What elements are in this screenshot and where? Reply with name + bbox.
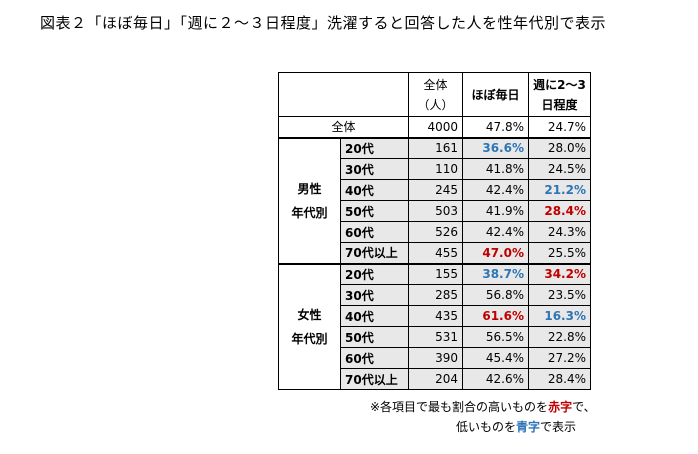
daily-cell: 42.6% xyxy=(462,368,529,390)
header-blank-cell xyxy=(278,72,409,117)
daily-cell: 61.6% xyxy=(462,305,529,327)
daily-cell: 42.4% xyxy=(462,179,529,201)
table-row: 30代 110 41.8% 24.5% xyxy=(279,158,591,180)
daily-cell: 38.7% xyxy=(462,262,529,285)
weekly-cell: 27.2% xyxy=(528,347,591,369)
header-row: 全体 （人） ほぼ毎日 週に2～3 日程度 xyxy=(278,72,591,117)
weekly-cell: 24.5% xyxy=(528,158,591,180)
table-row: 50代 531 56.5% 22.8% xyxy=(279,326,591,348)
weekly-cell: 16.3% xyxy=(528,305,591,327)
age-cell: 70代以上 xyxy=(340,368,409,390)
weekly-cell: 24.3% xyxy=(528,221,591,243)
age-cell: 40代 xyxy=(340,179,409,201)
weekly-cell: 28.4% xyxy=(528,200,591,222)
header-weekly-cell: 週に2～3 日程度 xyxy=(528,72,591,117)
n-cell: 503 xyxy=(408,200,463,222)
daily-cell: 45.4% xyxy=(462,347,529,369)
overall-daily: 47.8% xyxy=(462,116,529,138)
daily-cell: 41.8% xyxy=(462,158,529,180)
male-group-label: 男性 年代別 xyxy=(278,136,341,264)
daily-cell: 41.9% xyxy=(462,200,529,222)
note-blue-word: 青字 xyxy=(516,420,541,434)
header-total-label: 全体 xyxy=(423,77,448,92)
n-cell: 455 xyxy=(408,242,463,264)
page-title: 図表２「ほぼ毎日」「週に２～３日程度」洗濯すると回答した人を性年代別で表示 xyxy=(40,14,607,32)
table-row: 30代 285 56.8% 23.5% xyxy=(279,284,591,306)
age-cell: 20代 xyxy=(340,136,409,159)
header-weekly-line2: 日程度 xyxy=(541,97,578,112)
note-red-word: 赤字 xyxy=(548,400,573,414)
overall-label: 全体 xyxy=(278,116,409,138)
results-table: 全体 （人） ほぼ毎日 週に2～3 日程度 全体 4000 47.8% 24.7… xyxy=(278,72,591,390)
overall-row: 全体 4000 47.8% 24.7% xyxy=(278,116,591,138)
age-cell: 30代 xyxy=(340,158,409,180)
table-row: 男性 年代別 20代 161 36.6% 28.0% xyxy=(278,136,591,264)
age-cell: 20代 xyxy=(340,262,409,285)
header-total-unit: （人） xyxy=(417,97,454,112)
table-row: 60代 526 42.4% 24.3% xyxy=(279,221,591,243)
weekly-cell: 21.2% xyxy=(528,179,591,201)
table-row: 女性 年代別 20代 155 38.7% 34.2% xyxy=(278,262,591,390)
n-cell: 531 xyxy=(408,326,463,348)
daily-cell: 56.8% xyxy=(462,284,529,306)
female-label-line1: 女性 xyxy=(297,307,322,322)
age-cell: 50代 xyxy=(340,200,409,222)
daily-cell: 36.6% xyxy=(462,136,529,159)
female-label-line2: 年代別 xyxy=(291,331,328,346)
n-cell: 245 xyxy=(408,179,463,201)
note-line-1: ※各項目で最も割合の高いものを赤字で、 xyxy=(370,398,596,415)
daily-cell: 56.5% xyxy=(462,326,529,348)
age-cell: 40代 xyxy=(340,305,409,327)
weekly-cell: 23.5% xyxy=(528,284,591,306)
male-label-line1: 男性 xyxy=(297,181,322,196)
overall-n: 4000 xyxy=(408,116,463,138)
n-cell: 526 xyxy=(408,221,463,243)
table-row: 70代以上 455 47.0% 25.5% xyxy=(279,242,591,264)
weekly-cell: 22.8% xyxy=(528,326,591,348)
age-cell: 30代 xyxy=(340,284,409,306)
n-cell: 110 xyxy=(408,158,463,180)
table-row: 40代 435 61.6% 16.3% xyxy=(279,305,591,327)
n-cell: 390 xyxy=(408,347,463,369)
n-cell: 161 xyxy=(408,136,463,159)
header-daily: ほぼ毎日 xyxy=(462,72,529,117)
n-cell: 435 xyxy=(408,305,463,327)
overall-weekly: 24.7% xyxy=(528,116,591,138)
note-line1-prefix: ※各項目で最も割合の高いものを xyxy=(370,400,549,414)
note-line1-suffix: で、 xyxy=(572,400,596,414)
age-cell: 70代以上 xyxy=(340,242,409,264)
table-row: 70代以上 204 42.6% 28.4% xyxy=(279,368,591,390)
table-row: 50代 503 41.9% 28.4% xyxy=(279,200,591,222)
age-cell: 50代 xyxy=(340,326,409,348)
age-cell: 60代 xyxy=(340,347,409,369)
header-total-cell: 全体 （人） xyxy=(408,72,463,117)
note-line2-prefix: 低いものを xyxy=(456,420,517,434)
note-line2-suffix: で表示 xyxy=(540,420,577,434)
daily-cell: 47.0% xyxy=(462,242,529,264)
weekly-cell: 28.0% xyxy=(528,136,591,159)
weekly-cell: 28.4% xyxy=(528,368,591,390)
daily-cell: 42.4% xyxy=(462,221,529,243)
n-cell: 204 xyxy=(408,368,463,390)
male-label-line2: 年代別 xyxy=(291,205,328,220)
weekly-cell: 34.2% xyxy=(528,262,591,285)
weekly-cell: 25.5% xyxy=(528,242,591,264)
age-cell: 60代 xyxy=(340,221,409,243)
note-line-2: 低いものを青字で表示 xyxy=(456,418,576,435)
n-cell: 285 xyxy=(408,284,463,306)
female-group-label: 女性 年代別 xyxy=(278,262,341,390)
n-cell: 155 xyxy=(408,262,463,285)
table-row: 60代 390 45.4% 27.2% xyxy=(279,347,591,369)
header-weekly-line1: 週に2～3 xyxy=(533,77,586,92)
